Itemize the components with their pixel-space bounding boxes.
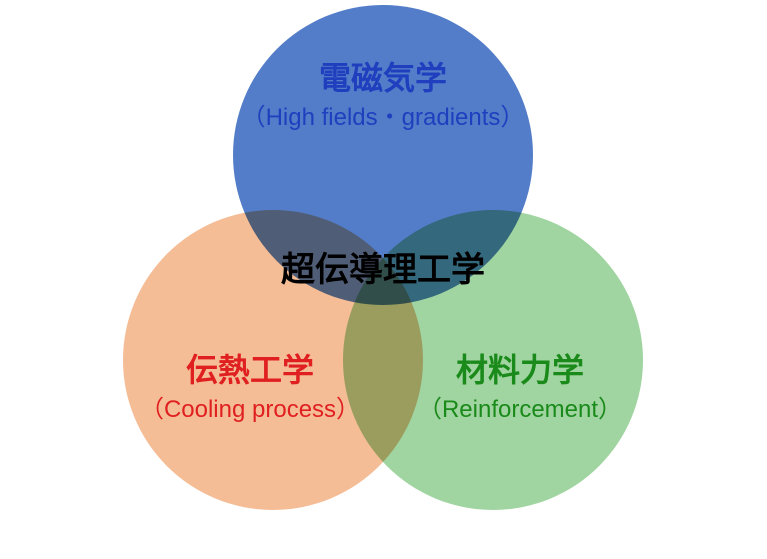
label-left-title: 伝熱工学 [186, 350, 314, 390]
label-top-title: 電磁気学 [319, 58, 447, 98]
label-right-title: 材料力学 [456, 350, 584, 390]
label-center: 超伝導理工学 [281, 249, 485, 292]
label-top-subtitle: （High fields・gradients） [242, 103, 525, 133]
venn-diagram: 電磁気学 （High fields・gradients） 伝熱工学 （Cooli… [0, 0, 767, 559]
label-left-subtitle: （Cooling process） [140, 395, 360, 425]
label-right-subtitle: （Reinforcement） [418, 395, 622, 425]
